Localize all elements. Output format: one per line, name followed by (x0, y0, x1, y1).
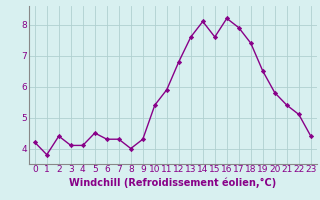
X-axis label: Windchill (Refroidissement éolien,°C): Windchill (Refroidissement éolien,°C) (69, 177, 276, 188)
